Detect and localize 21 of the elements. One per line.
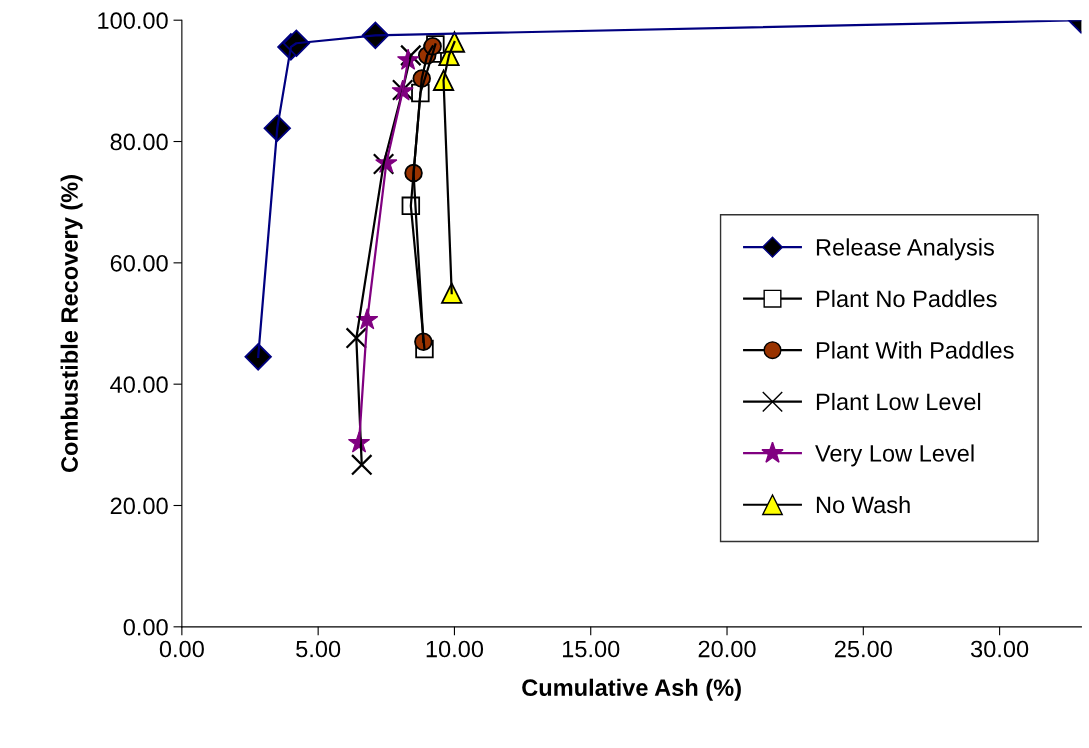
legend-label: Plant With Paddles	[816, 341, 1014, 359]
x-tick-label: 30.00	[970, 640, 1029, 658]
x-tick-label: 0.00	[159, 640, 204, 658]
x-tick-label: 5.00	[296, 640, 341, 658]
y-tick-label: 60.00	[110, 254, 168, 272]
y-tick-label: 20.00	[110, 497, 168, 515]
x-tick-label: 20.00	[698, 640, 756, 658]
x-tick-label: 10.00	[426, 640, 484, 658]
y-tick-label: 40.00	[110, 376, 168, 393]
legend-label: Plant No Paddles	[816, 289, 997, 308]
x-tick-label: 15.00	[562, 640, 620, 658]
y-tick-label: 80.00	[110, 133, 168, 151]
legend-label: Plant Low Level	[816, 392, 981, 411]
y-axis-title: Combustible Recovery (%)	[60, 175, 83, 473]
legend-label: Release Analysis	[816, 238, 994, 261]
legend-label: Very Low Level	[815, 444, 974, 467]
x-axis-title: Cumulative Ash (%)	[522, 678, 741, 701]
y-tick-label: 100.00	[98, 12, 168, 29]
x-tick-label: 25.00	[834, 640, 892, 658]
y-tick-label: 0.00	[123, 618, 168, 636]
legend-label: No Wash	[816, 495, 910, 514]
